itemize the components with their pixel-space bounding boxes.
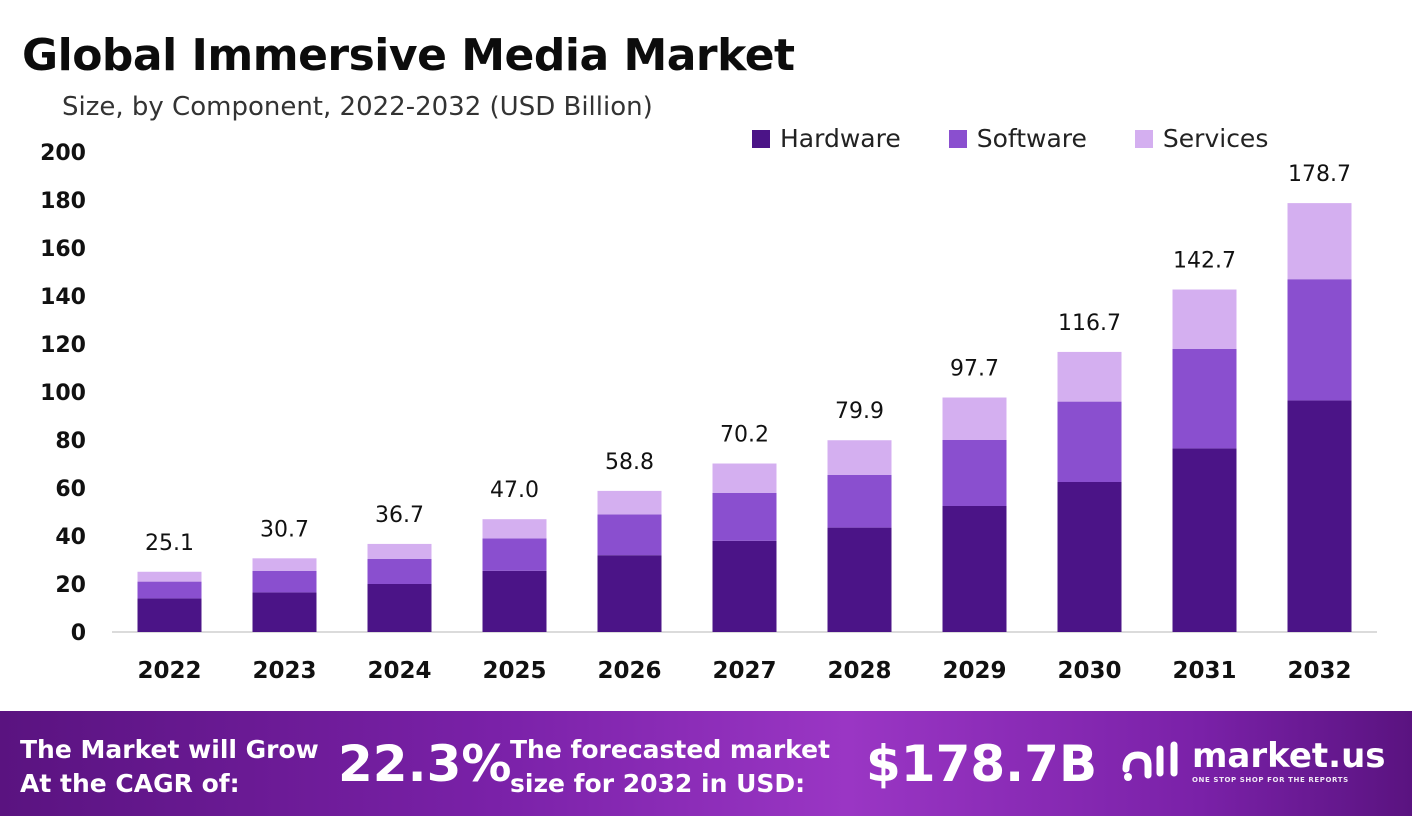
bar-total-label: 36.7: [375, 503, 424, 528]
y-tick-label: 100: [40, 381, 86, 406]
bar-segment-hardware: [367, 584, 432, 632]
y-tick-label: 0: [71, 621, 86, 646]
legend-swatch-software: [948, 129, 967, 148]
bar-segment-hardware: [1057, 482, 1122, 632]
footer-banner: The Market will Grow At the CAGR of: 22.…: [0, 711, 1412, 816]
legend-label-services: Services: [1162, 124, 1269, 153]
bar-total-label: 47.0: [490, 478, 539, 503]
bar-total-label: 30.7: [260, 517, 309, 542]
bar-segment-software: [712, 492, 777, 541]
bar-segment-services: [827, 440, 892, 475]
bar-segment-hardware: [1172, 448, 1237, 632]
bar-segment-hardware: [482, 570, 547, 632]
legend-swatch-hardware: [752, 129, 770, 148]
bar-segment-services: [482, 519, 547, 539]
bar-segment-software: [1057, 401, 1122, 482]
bar-segment-hardware: [597, 555, 662, 632]
bar-segment-software: [1287, 279, 1352, 401]
bar-segment-hardware: [1287, 400, 1352, 632]
y-tick-label: 160: [40, 237, 86, 262]
x-tick-label: 2025: [482, 658, 546, 684]
bar-segment-services: [137, 571, 202, 582]
bar-segment-services: [252, 558, 317, 571]
bar-total-label: 58.8: [605, 450, 654, 475]
forecast-value: $178.7B: [866, 735, 1098, 793]
bar-segment-software: [942, 440, 1007, 506]
forecast-label: The forecasted market size for 2032 in U…: [510, 735, 831, 798]
y-tick-label: 180: [40, 189, 86, 214]
legend-label-hardware: Hardware: [780, 124, 901, 153]
legend-label-software: Software: [976, 124, 1087, 153]
y-tick-label: 200: [40, 141, 86, 166]
bar-segment-services: [1287, 203, 1352, 280]
bar-total-label: 178.7: [1288, 162, 1351, 187]
bar-segment-software: [1172, 348, 1237, 449]
bar-segment-services: [1057, 351, 1122, 402]
cagr-label: The Market will Grow At the CAGR of:: [20, 735, 319, 798]
bar-total-label: 25.1: [145, 531, 194, 556]
y-tick-label: 80: [55, 429, 86, 454]
y-tick-label: 140: [40, 285, 86, 310]
bar-segment-hardware: [137, 598, 202, 632]
y-tick-label: 20: [55, 573, 86, 598]
x-tick-label: 2027: [712, 658, 776, 684]
legend-item-hardware: Hardware: [752, 124, 901, 153]
x-tick-label: 2031: [1172, 658, 1236, 684]
stacked-bar-chart: 0 20 40 60 80 100 120 140 160 180 200 25.1 2022 30.7 2…: [40, 141, 1377, 684]
bar-segment-hardware: [712, 540, 777, 632]
bar-segment-software: [367, 558, 432, 584]
legend-swatch-services: [1134, 129, 1153, 148]
x-tick-label: 2029: [942, 658, 1006, 684]
bar-total-label: 79.9: [835, 399, 884, 424]
y-tick-label: 120: [40, 333, 86, 358]
x-tick-label: 2023: [252, 658, 316, 684]
bar-segment-services: [712, 463, 777, 493]
chart-title: Global Immersive Media Market: [22, 30, 795, 81]
chart-subtitle: Size, by Component, 2022-2032 (USD Billi…: [62, 92, 653, 122]
bar-segment-software: [597, 514, 662, 556]
bar-segment-services: [597, 490, 662, 515]
bar-segment-services: [942, 397, 1007, 440]
brand-name: market.us: [1192, 736, 1386, 776]
bar-segment-hardware: [827, 527, 892, 632]
cagr-value: 22.3%: [338, 735, 512, 793]
brand[interactable]: market.us ONE STOP SHOP FOR THE REPORTS: [1120, 737, 1386, 785]
x-tick-label: 2032: [1287, 658, 1351, 684]
brand-tagline: ONE STOP SHOP FOR THE REPORTS: [1192, 776, 1349, 784]
bar-total-label: 116.7: [1058, 311, 1121, 336]
bar-segment-services: [1172, 289, 1237, 349]
market-us-logo-icon: [1122, 741, 1178, 781]
bar-segment-software: [252, 570, 317, 593]
bar-segment-software: [482, 538, 547, 571]
bar-segment-hardware: [942, 506, 1007, 632]
x-tick-label: 2026: [597, 658, 661, 684]
legend-item-services: Services: [1134, 124, 1269, 153]
bar-total-label: 70.2: [720, 423, 769, 448]
x-tick-label: 2022: [137, 658, 201, 684]
x-tick-label: 2028: [827, 658, 891, 684]
bar-total-label: 142.7: [1173, 249, 1236, 274]
bar-segment-software: [827, 474, 892, 528]
bar-segment-hardware: [252, 592, 317, 632]
chart-legend: Hardware Software Services: [752, 124, 1316, 153]
bar-segment-services: [367, 543, 432, 559]
x-tick-label: 2030: [1057, 658, 1121, 684]
y-tick-label: 60: [55, 477, 86, 502]
legend-item-software: Software: [948, 124, 1087, 153]
bar-segment-software: [137, 581, 202, 599]
bar-total-label: 97.7: [950, 357, 999, 382]
x-tick-label: 2024: [367, 658, 431, 684]
y-tick-label: 40: [55, 525, 86, 550]
